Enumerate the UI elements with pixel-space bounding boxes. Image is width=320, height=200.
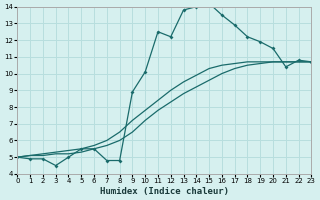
- X-axis label: Humidex (Indice chaleur): Humidex (Indice chaleur): [100, 187, 229, 196]
